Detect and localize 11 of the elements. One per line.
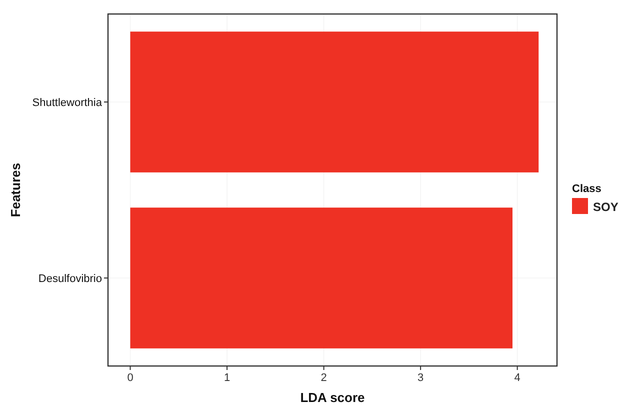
y-tick-label: Shuttleworthia xyxy=(32,97,103,109)
x-tick-label: 3 xyxy=(417,372,424,384)
x-tick-label: 1 xyxy=(224,372,230,384)
x-tick-label: 2 xyxy=(320,372,327,384)
x-tick-label: 4 xyxy=(514,372,520,384)
y-axis-title: Features xyxy=(8,162,23,218)
legend-title: Class xyxy=(572,183,602,195)
x-axis-title: LDA score xyxy=(300,390,365,405)
x-tick-label: 0 xyxy=(127,372,134,384)
legend-label: SOY xyxy=(593,200,618,214)
y-tick-label: Desulfovibrio xyxy=(38,273,102,285)
